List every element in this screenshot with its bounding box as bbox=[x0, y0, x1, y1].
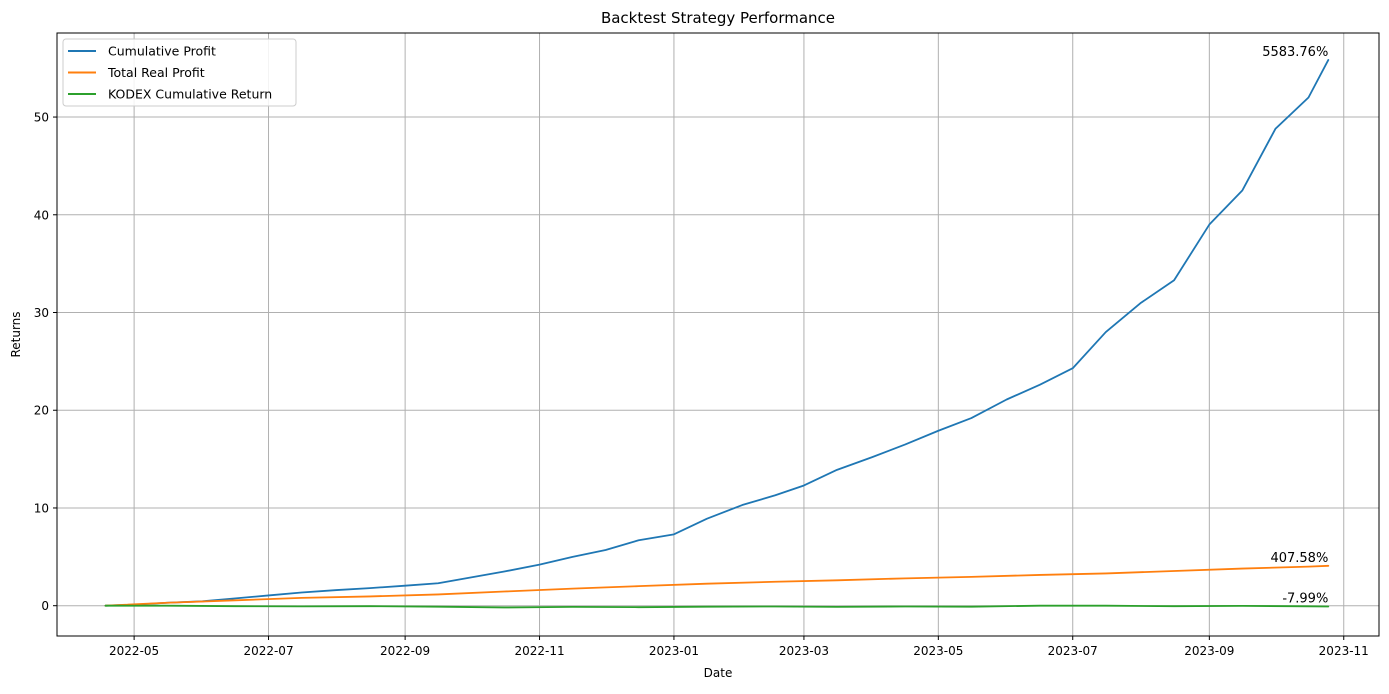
cumulative-profit-end-label: 5583.76% bbox=[1262, 45, 1328, 60]
y-axis-label: Returns bbox=[9, 311, 23, 357]
plot-frame bbox=[56, 32, 1380, 637]
total-real-profit-end-label: 407.58% bbox=[1270, 551, 1328, 566]
series-lines bbox=[104, 59, 1330, 609]
y-tick-label: 0 bbox=[41, 599, 49, 613]
grid-lines bbox=[57, 33, 1379, 636]
legend-entry-kodex-cumulative-return: KODEX Cumulative Return bbox=[108, 87, 272, 102]
legend-box bbox=[62, 38, 297, 107]
legend: Cumulative Profit Total Real Profit KODEX … bbox=[62, 38, 297, 107]
x-tick-label: 2022-09 bbox=[380, 644, 430, 658]
kodex-cumulative-return-line bbox=[104, 604, 1330, 609]
x-tick-label: 2023-03 bbox=[779, 644, 829, 658]
x-tick-label: 2023-07 bbox=[1048, 644, 1098, 658]
cumulative-profit-line bbox=[104, 59, 1330, 607]
axis-ticks: 2022-05 2022-07 2022-09 2022-11 2023-01 2023-… bbox=[34, 111, 1369, 658]
x-tick-label: 2022-11 bbox=[514, 644, 564, 658]
y-tick-label: 40 bbox=[34, 208, 49, 222]
y-tick-label: 50 bbox=[34, 111, 49, 125]
total-real-profit-line bbox=[104, 564, 1330, 607]
kodex-return-end-label: -7.99% bbox=[1282, 591, 1328, 606]
end-annotations: 5583.76% 407.58% -7.99% bbox=[1262, 45, 1328, 607]
legend-entry-cumulative-profit: Cumulative Profit bbox=[108, 44, 216, 59]
y-tick-label: 20 bbox=[34, 404, 49, 418]
chart-title: Backtest Strategy Performance bbox=[601, 9, 835, 27]
x-tick-label: 2022-07 bbox=[243, 644, 293, 658]
legend-entry-total-real-profit: Total Real Profit bbox=[107, 65, 205, 80]
x-tick-label: 2023-01 bbox=[649, 644, 699, 658]
y-tick-label: 10 bbox=[34, 501, 49, 515]
x-tick-label: 2023-05 bbox=[913, 644, 963, 658]
x-tick-label: 2023-09 bbox=[1184, 644, 1234, 658]
y-tick-label: 30 bbox=[34, 306, 49, 320]
x-tick-label: 2023-11 bbox=[1319, 644, 1369, 658]
x-tick-label: 2022-05 bbox=[109, 644, 159, 658]
x-axis-label: Date bbox=[704, 666, 733, 680]
